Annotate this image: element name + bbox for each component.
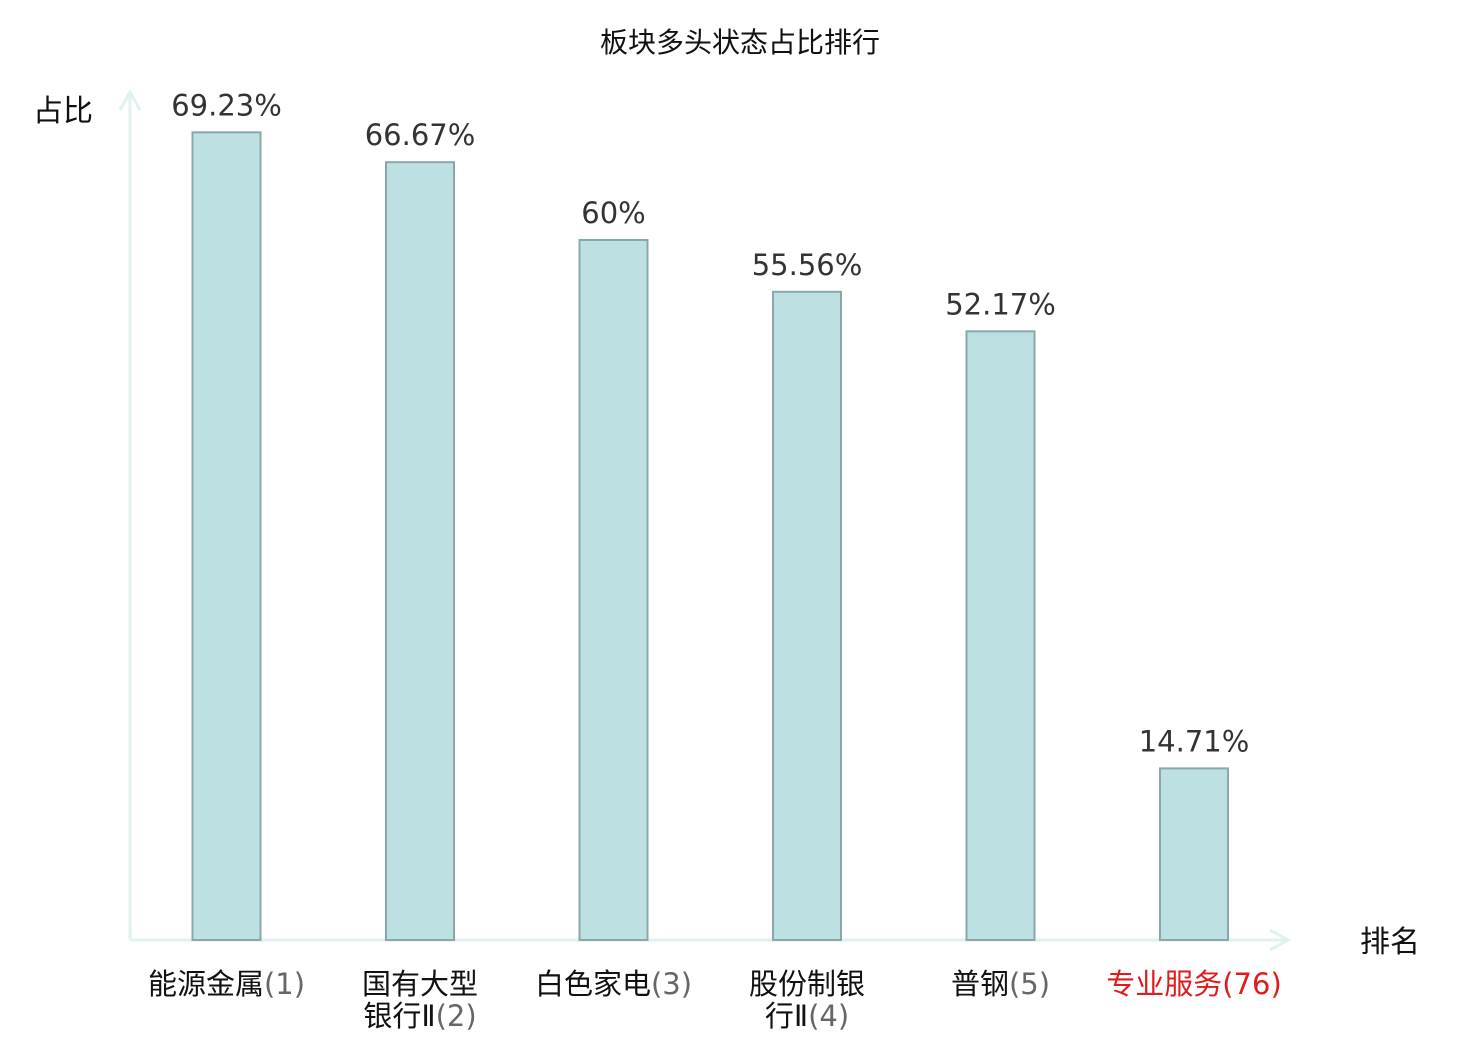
bar-4 (772, 290, 842, 941)
bar-3 (578, 239, 649, 941)
bar-1 (191, 131, 262, 942)
bar-2 (385, 161, 455, 941)
x-tick-label-5: 普钢(5) (951, 967, 1050, 1001)
bar-5 (965, 330, 1036, 942)
x-tick-label-6: 专业服务(76) (1106, 967, 1282, 1001)
value-label-6: 14.71% (1139, 724, 1250, 758)
x-axis-label: 排名 (1360, 925, 1420, 960)
x-tick-label-4: 股份制银行Ⅱ(4) (749, 967, 865, 1033)
x-tick-label-2: 国有大型银行Ⅱ(2) (362, 967, 478, 1033)
value-label-2: 66.67% (365, 118, 476, 152)
bars-group (191, 131, 1229, 942)
value-label-4: 55.56% (752, 248, 863, 282)
axes (118, 88, 1292, 952)
value-labels-group: 69.23% 66.67% 60% 55.56% 52.17% 14.71% (171, 88, 1249, 758)
x-tick-label-1: 能源金属(1) (148, 967, 305, 1001)
value-label-1: 69.23% (171, 88, 282, 122)
bar-6 (1159, 767, 1229, 942)
value-label-3: 60% (581, 196, 645, 230)
y-axis-label: 占比 (33, 94, 93, 129)
value-label-5: 52.17% (945, 287, 1056, 321)
chart-title: 板块多头状态占比排行 (600, 26, 880, 59)
x-tick-labels-group: 能源金属(1) 国有大型银行Ⅱ(2) 白色家电(3) 股份制银行Ⅱ(4) 普钢(5) 专业… (148, 967, 1282, 1033)
x-tick-label-3: 白色家电(3) (535, 967, 692, 1001)
x-axis-arrow (1269, 928, 1292, 952)
